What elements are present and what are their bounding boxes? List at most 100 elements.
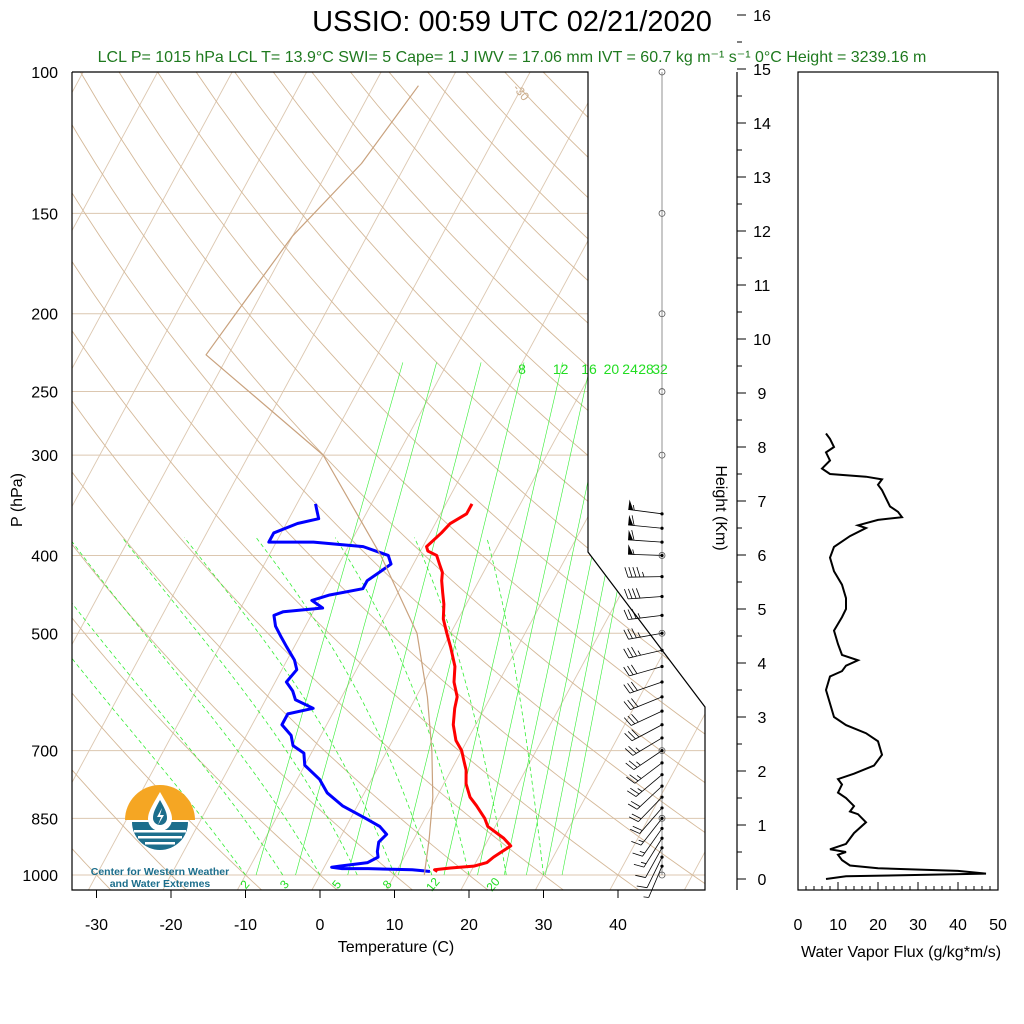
pressure-tick-label: 100 [31,65,58,82]
flux-axis-label: Water Vapor Flux (g/kg*m/s) [801,944,1001,961]
wind-barb-full [627,665,634,675]
isotherm-line [459,72,705,890]
wind-barb-shaft [628,614,663,620]
pressure-tick-label: 250 [31,385,58,402]
mixing-ratio-label: 20 [483,875,503,894]
mixing-ratio-line [347,362,482,876]
wind-obs-dot [660,864,664,868]
wind-barb-full [624,748,634,756]
wind-barb [625,750,663,770]
wind-barb-flag [628,529,634,541]
isotherm-line [0,72,9,892]
wind-barb-full [631,840,642,846]
wind-barb-full [632,566,637,578]
wind-barb-full [627,699,635,709]
wind-level-circle [658,814,666,822]
isotherm-line [310,72,705,890]
wind-obs-dot [660,773,664,777]
moist-adiabat-line [486,537,544,876]
mixing-ratio-label: 5 [329,877,344,891]
wind-barb-flag [628,544,634,555]
wind-obs-dot [660,723,664,727]
wind-barb-full [623,717,632,726]
wind-barb-full [631,698,639,707]
isotherm-line [72,72,457,890]
temperature-tick-label: -20 [159,917,182,934]
wind-barb-full [623,609,629,620]
pressure-axis-label: P (hPa) [9,473,26,527]
wind-barb-shaft [639,807,663,834]
wind-barb-full [633,863,645,868]
pressure-tick-label: 200 [31,307,58,324]
wind-obs-dot [660,784,664,788]
flux-tick-label: 30 [909,917,927,934]
chart-title: USSIO: 00:59 UTC 02/21/2020 [312,6,712,38]
wind-obs-dot [660,574,664,579]
wind-barb-full [627,647,634,658]
height-tick-label: 15 [753,62,771,79]
dry-adiabat-line [72,72,705,890]
isotherm-line [72,72,159,890]
mixing-ratio-label: 24 [622,361,638,377]
wind-barb [627,774,663,797]
height-tick-label: 7 [758,494,767,511]
wind-barb [628,499,663,515]
wind-barb-shaft [643,838,663,868]
wind-barb-full [631,608,637,619]
wind-barb-full [630,828,640,834]
mixing-ratio-line [477,362,592,876]
wind-barb-full [628,760,638,768]
wind-obs-dot [660,709,664,713]
wind-obs-dot [660,855,664,859]
wind-barb-half [638,839,644,843]
height-tick-label: 5 [758,602,767,619]
temperature-tick-label: -10 [234,917,257,934]
height-tick-label: 8 [758,440,767,457]
height-tick-label: 4 [758,656,767,673]
wind-obs-dot [660,806,664,810]
wind-barb-full [623,629,629,640]
wind-obs-dot [660,553,664,558]
wind-barb-full [631,588,637,599]
temperature-tick-label: 20 [460,917,478,934]
wind-obs-dot [660,594,664,599]
wind-obs-dot [660,526,664,530]
wind-barb-full [623,648,630,659]
wind-barb [623,681,663,694]
dewpoint-line [267,503,431,873]
wind-obs-dot [660,826,664,831]
temperature-tick-label: 30 [535,917,553,934]
cw3e-logo: Center for Western Weather and Water Ext… [90,782,230,892]
dry-adiabat-line [118,72,705,890]
wind-obs-dot [660,736,664,740]
wind-barb-half [637,650,641,656]
temperature-axis-label: Temperature (C) [338,939,454,956]
temperature-tick-label: 0 [316,917,325,934]
temperature-tick-label: 10 [386,917,404,934]
height-tick-label: 6 [758,548,767,565]
isotherm-line [161,72,606,890]
wind-obs-dot [660,613,664,617]
dry-adiabat-line [72,72,642,890]
wind-barb-shaft [631,710,663,726]
wind-barb-full [631,628,637,638]
wind-barb-full [635,874,646,878]
wind-barb-full [624,733,633,742]
wind-level-circle [658,388,666,395]
dry-adiabat-line [157,72,705,890]
wind-barb-shaft [628,524,663,529]
wind-barb-full [623,684,631,694]
mixing-ratio-label: 16 [581,361,597,377]
wind-barb-half [632,549,635,555]
wind-barb [628,544,663,556]
wind-barb-shaft [635,774,663,797]
wind-barb [632,828,663,857]
moist-adiabat-line [72,537,284,876]
chart-subtitle: LCL P= 1015 hPa LCL T= 13.9°C SWI= 5 Cap… [97,49,927,66]
wind-barb-flag [628,499,634,511]
wind-barb-full [624,567,629,578]
logo-line-2: and Water Extremes [109,878,211,890]
wind-level-circle [658,310,666,318]
wind-barb-full [623,701,631,710]
flux-tick-label: 0 [794,917,803,934]
